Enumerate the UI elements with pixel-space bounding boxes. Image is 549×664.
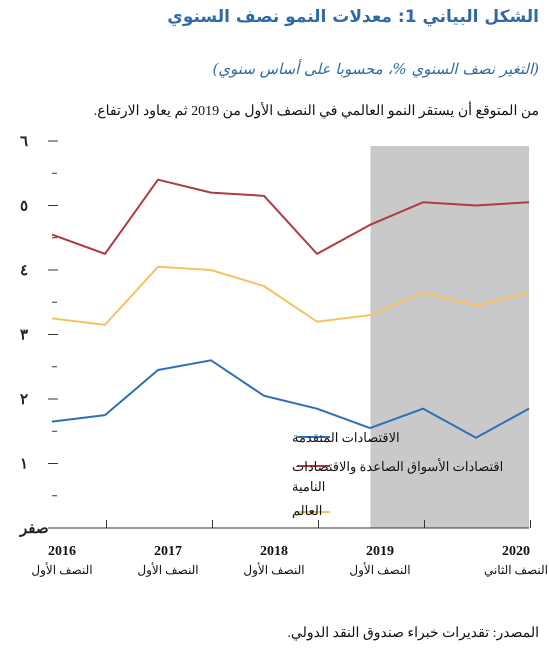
x-half-label: النصف الثاني <box>484 563 548 577</box>
y-tick-label: ٢ <box>20 392 28 408</box>
legend: الاقتصادات المتقدمة اقتصادات الأسواق الصا… <box>292 430 503 519</box>
legend-label-world: العالم <box>292 503 322 519</box>
y-axis: صفر ١ ٢ ٣ ٤ ٥ ٦ <box>19 134 58 537</box>
legend-label-emerging: النامية <box>292 479 325 494</box>
x-half-label: النصف الأول <box>31 562 92 577</box>
x-year-label: 2019 <box>366 544 394 559</box>
x-half-label: النصف الأول <box>243 562 304 577</box>
x-year-label: 2020 <box>502 544 530 559</box>
projection-shade <box>370 146 529 528</box>
y-tick-label: ٤ <box>20 263 28 279</box>
y-tick-label: ٥ <box>20 199 28 215</box>
growth-line-chart: صفر ١ ٢ ٣ ٤ ٥ ٦ 2016 النصف الأول 2017 النصف الأول… <box>19 134 548 577</box>
x-year-label: 2018 <box>260 544 288 559</box>
x-half-label: النصف الأول <box>137 562 198 577</box>
x-year-label: 2017 <box>154 544 182 559</box>
y-tick-label: ٣ <box>20 328 28 344</box>
y-tick-label: صفر <box>19 521 49 537</box>
series-line-emerging <box>51 178 530 255</box>
chart-title: الشكل البياني 1: معدلات النمو نصف السنوي <box>167 7 539 27</box>
y-tick-label: ٦ <box>20 134 28 150</box>
chart-note: من المتوقع أن يستقر النمو العالمي في الن… <box>93 104 539 119</box>
chart-source: المصدر: تقديرات خبراء صندوق النقد الدولي… <box>287 626 539 641</box>
series-lines <box>51 178 530 439</box>
series-line-advanced <box>51 359 530 439</box>
legend-label-advanced: الاقتصادات المتقدمة <box>292 430 400 445</box>
series-line-world <box>51 265 530 326</box>
y-tick-label: ١ <box>20 457 28 473</box>
x-half-label: النصف الأول <box>349 562 410 577</box>
x-year-label: 2016 <box>48 544 76 559</box>
chart-subtitle: (التغير نصف السنوي %، محسوبا على أساس سن… <box>212 60 539 78</box>
x-axis: 2016 النصف الأول 2017 النصف الأول 2018 النصف … <box>31 520 548 577</box>
legend-label-emerging: اقتصادات الأسواق الصاعدة والاقتصادات <box>292 458 503 475</box>
